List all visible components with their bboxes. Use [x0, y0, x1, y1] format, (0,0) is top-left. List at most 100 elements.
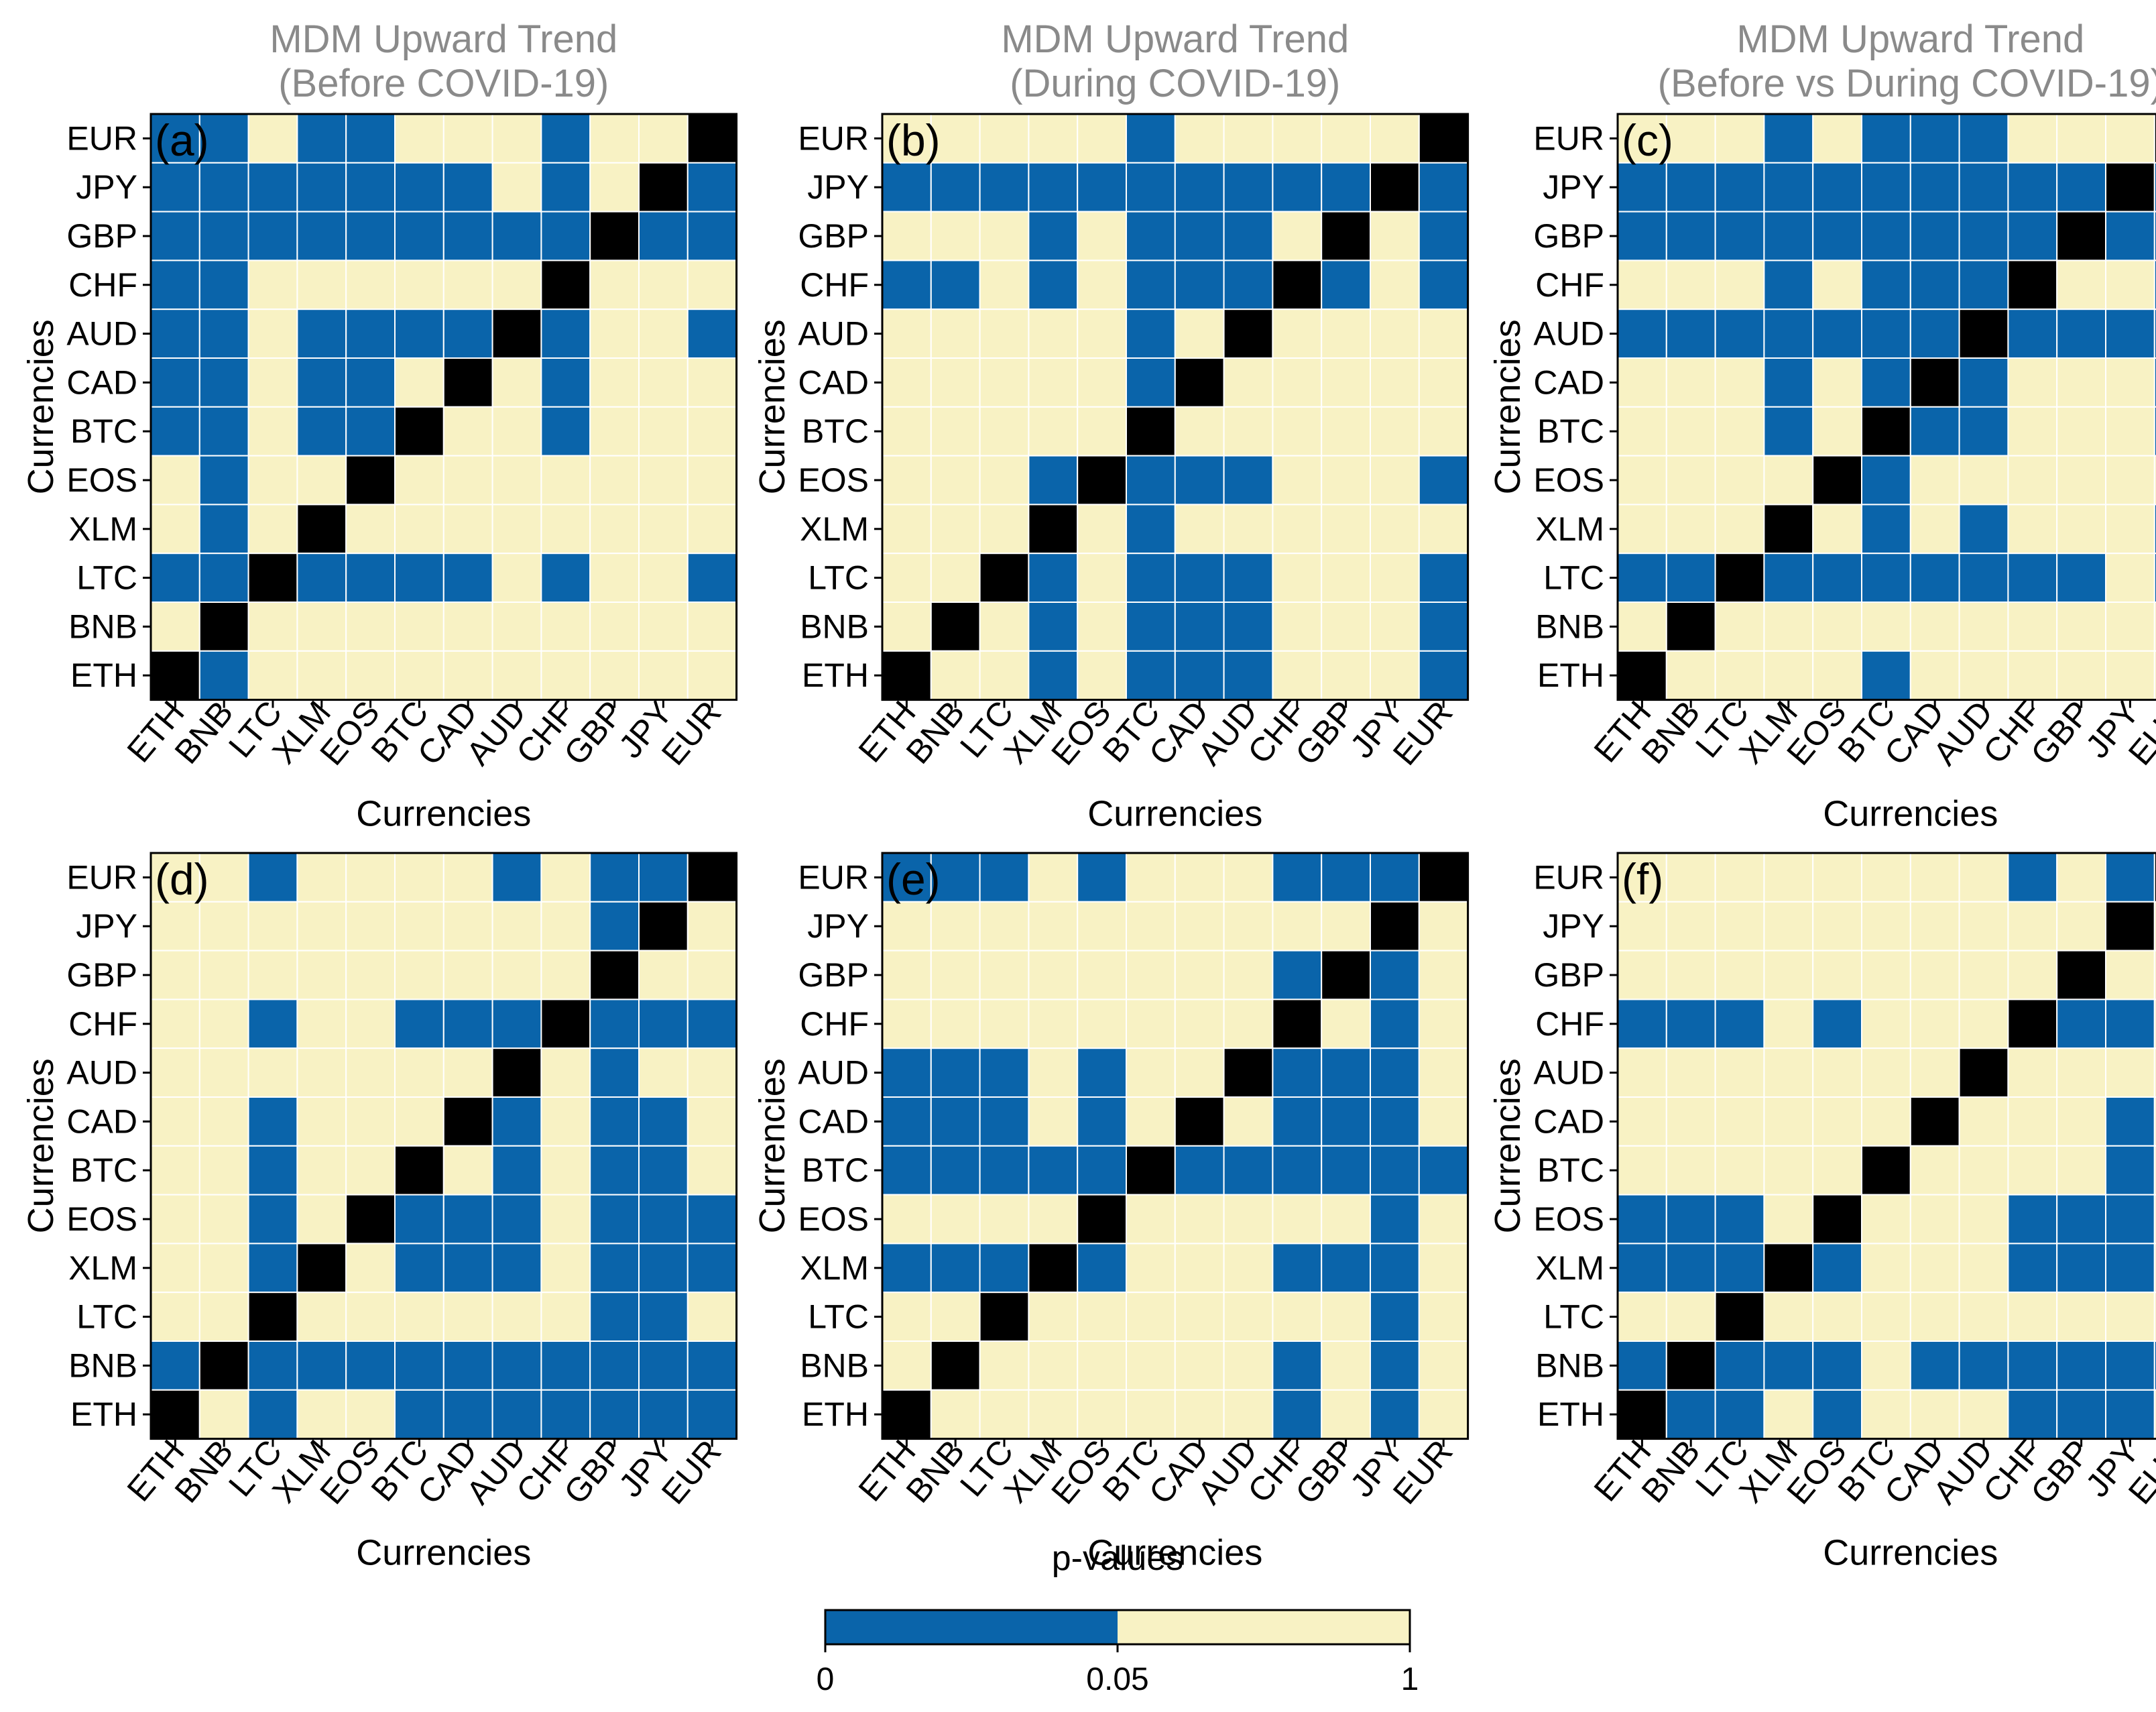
- heatmap-cell: [1763, 950, 1814, 1001]
- heatmap-cell: [198, 1340, 249, 1391]
- y-tick-label: CAD: [798, 363, 869, 401]
- y-tick-label: CAD: [798, 1102, 869, 1140]
- heatmap-cell: [1321, 1389, 1371, 1440]
- heatmap-cell: [394, 553, 444, 604]
- heatmap-cell: [589, 162, 640, 213]
- heatmap-cell: [686, 406, 737, 457]
- heatmap-cell: [491, 113, 542, 164]
- heatmap-cell: [1617, 950, 1667, 1001]
- heatmap-cell: [1665, 1389, 1716, 1440]
- heatmap-cell: [1418, 1194, 1469, 1245]
- heatmap-cell: [930, 162, 981, 213]
- y-tick-label: JPY: [1543, 907, 1604, 945]
- heatmap-cell: [247, 357, 298, 408]
- heatmap-cell: [1763, 1389, 1814, 1440]
- heatmap-cell: [1665, 1096, 1716, 1147]
- heatmap-cell: [1126, 1194, 1176, 1245]
- heatmap-cell: [1272, 211, 1323, 262]
- y-tick-label: JPY: [76, 168, 137, 206]
- y-tick-label: EUR: [1533, 119, 1604, 157]
- heatmap-cell: [1370, 211, 1420, 262]
- heatmap-cell: [198, 455, 249, 506]
- heatmap-cell: [1861, 308, 1911, 359]
- heatmap-cell: [589, 211, 640, 262]
- heatmap-cell: [1958, 950, 2009, 1001]
- heatmap-cell: [1861, 1340, 1911, 1391]
- heatmap-cell: [394, 1292, 444, 1342]
- heatmap-cell: [686, 455, 737, 506]
- y-tick-label: BTC: [70, 412, 137, 450]
- heatmap-cell: [1714, 1096, 1765, 1147]
- heatmap-cell: [442, 504, 493, 555]
- heatmap-cell: [247, 553, 298, 604]
- heatmap-cell: [1958, 1243, 2009, 1294]
- heatmap-cell: [1370, 260, 1420, 310]
- heatmap-cell: [1272, 1145, 1323, 1196]
- heatmap-cell: [491, 1047, 542, 1098]
- heatmap-cell: [1763, 406, 1814, 457]
- heatmap-cell: [198, 901, 249, 952]
- heatmap-cell: [1861, 162, 1911, 213]
- heatmap-cell: [979, 650, 1030, 701]
- y-tick-label: XLM: [68, 510, 137, 548]
- heatmap-cell: [2056, 455, 2106, 506]
- heatmap-cell: [540, 1292, 591, 1342]
- heatmap-cell: [882, 113, 932, 164]
- heatmap-cell: [1028, 950, 1079, 1001]
- heatmap-cell: [345, 901, 396, 952]
- heatmap-cell: [1126, 602, 1176, 652]
- heatmap-cell: [1223, 650, 1274, 701]
- heatmap-cell: [882, 406, 932, 457]
- heatmap-cell: [638, 1194, 688, 1245]
- heatmap-cell: [2007, 357, 2058, 408]
- heatmap-cell: [198, 308, 249, 359]
- heatmap-cell: [345, 211, 396, 262]
- heatmap-cell: [247, 211, 298, 262]
- heatmap-cell: [394, 455, 444, 506]
- heatmap-cell: [491, 852, 542, 903]
- heatmap-cell: [1714, 211, 1765, 262]
- heatmap-cell: [1714, 1389, 1765, 1440]
- y-tick-label: CHF: [800, 1005, 869, 1043]
- heatmap-cell: [345, 260, 396, 310]
- heatmap-cell: [2007, 1243, 2058, 1294]
- heatmap-cell: [2153, 308, 2156, 359]
- heatmap-cell: [1763, 650, 1814, 701]
- heatmap-cell: [491, 1389, 542, 1440]
- heatmap-cell: [442, 455, 493, 506]
- heatmap-cell: [979, 1194, 1030, 1245]
- heatmap-cell: [882, 1340, 932, 1391]
- heatmap-cell: [686, 1194, 737, 1245]
- panel-c: MDM Upward Trend(Before vs During COVID-…: [1488, 17, 2156, 834]
- heatmap-cell: [1418, 260, 1469, 310]
- heatmap-cell: [930, 1096, 981, 1147]
- heatmap-cell: [638, 1389, 688, 1440]
- heatmap-cell: [1077, 357, 1127, 408]
- heatmap-cell: [1861, 1292, 1911, 1342]
- heatmap-cell: [638, 1292, 688, 1342]
- heatmap-cell: [198, 950, 249, 1001]
- heatmap-cell: [1665, 162, 1716, 213]
- heatmap-cell: [686, 357, 737, 408]
- heatmap-cell: [1714, 650, 1765, 701]
- y-tick-label: BNB: [800, 1347, 869, 1384]
- heatmap-cell: [394, 260, 444, 310]
- heatmap-cell: [1223, 1047, 1274, 1098]
- heatmap-cell: [638, 650, 688, 701]
- heatmap-cell: [1617, 1389, 1667, 1440]
- heatmap-cell: [198, 1194, 249, 1245]
- heatmap-cell: [1763, 1096, 1814, 1147]
- heatmap-cell: [1077, 650, 1127, 701]
- legend-tick-label: 0: [817, 1662, 835, 1697]
- heatmap-cell: [2105, 1340, 2155, 1391]
- heatmap-cell: [686, 113, 737, 164]
- heatmap-cell: [296, 308, 347, 359]
- heatmap-cell: [589, 1194, 640, 1245]
- heatmap-cell: [1617, 260, 1667, 310]
- heatmap-cell: [2007, 211, 2058, 262]
- heatmap-cell: [345, 406, 396, 457]
- y-tick-label: BTC: [1537, 412, 1604, 450]
- heatmap-cell: [1909, 1243, 1960, 1294]
- heatmap-cell: [1861, 950, 1911, 1001]
- panel-tag: (c): [1622, 115, 1673, 165]
